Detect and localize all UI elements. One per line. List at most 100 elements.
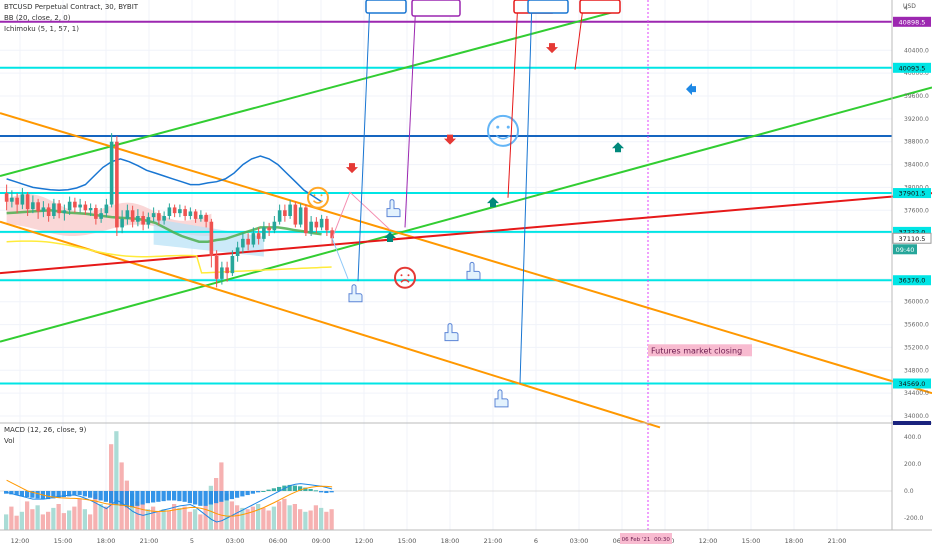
volume-bar (203, 505, 208, 530)
volume-bar (19, 511, 24, 530)
candle-body (15, 197, 19, 205)
macd-histogram-bar (261, 491, 266, 492)
macd-histogram-bar (271, 488, 276, 491)
legend-vol: Vol (4, 437, 15, 445)
volume-bar (250, 506, 255, 530)
candle-body (62, 210, 67, 214)
candle-body (25, 194, 30, 210)
volume-bar (56, 504, 61, 530)
price-label-bg (893, 188, 931, 199)
volume-bar (235, 505, 240, 530)
macd-histogram-bar (235, 491, 240, 498)
volume-bar (329, 509, 334, 530)
candle-body (256, 233, 261, 239)
candle-body (109, 141, 114, 205)
macd-histogram-bar (266, 489, 271, 491)
macd-histogram-bar (214, 491, 219, 504)
macd-histogram-bar (298, 486, 303, 491)
pointing-hand-icon (444, 323, 459, 342)
macd-histogram-bar (319, 491, 324, 493)
volume-bar (130, 493, 135, 530)
time-marker-label: 06 Feb '21 (622, 537, 651, 543)
callout-pointer (519, 0, 533, 384)
macd-histogram-bar (135, 491, 140, 506)
volume-bar (172, 504, 177, 530)
x-tick-label: 5 (190, 537, 194, 545)
macd-histogram-bar (250, 491, 255, 494)
trend-line (0, 192, 932, 275)
price-label-bg (893, 275, 931, 286)
macd-histogram-bar (151, 491, 156, 503)
candle-body (99, 213, 103, 219)
volume-bar (145, 509, 150, 530)
x-tick-label: 15:00 (54, 537, 73, 545)
macd-histogram-bar (25, 491, 30, 498)
price-label-bg (893, 378, 931, 389)
candle-body (141, 216, 145, 225)
y-tick-label: 40400.0 (904, 47, 929, 54)
macd-histogram-bar (98, 491, 103, 501)
volume-bar (151, 506, 156, 530)
volume-bar (166, 510, 171, 530)
candle-body (199, 214, 203, 219)
signal-line (6, 479, 333, 517)
callout-box (365, 0, 407, 14)
y-tick-label: 37600.0 (904, 207, 929, 214)
macd-histogram-bar (77, 491, 82, 496)
y-tick-label: 38000.0 (904, 184, 929, 191)
sell-arrow-icon (444, 134, 456, 145)
volume-bar (140, 504, 145, 530)
volume-bar (103, 506, 108, 530)
volume-bar (82, 509, 87, 530)
volume-bar (261, 507, 266, 530)
y-tick-label: 34400.0 (904, 390, 929, 397)
x-tick-label: 12:00 (699, 537, 718, 545)
time-marker-bg (652, 533, 672, 544)
callout-label: 40106.5 (582, 0, 619, 2)
macd-histogram-bar (193, 491, 198, 505)
price-label-bg (893, 226, 931, 237)
candle-body (193, 211, 198, 219)
candle-body (125, 210, 130, 219)
y-tick-label: 39200.0 (904, 116, 929, 123)
macd-histogram-bar (93, 491, 98, 500)
macd-histogram-bar (287, 484, 292, 491)
x-tick-label: 12:00 (355, 537, 374, 545)
macd-histogram-bar (9, 491, 14, 495)
candle-body (104, 204, 109, 214)
candle-body (314, 221, 319, 228)
price-label: 37222.0 (899, 228, 926, 236)
callout-label: 34594.0 (530, 0, 567, 2)
macd-histogram-bar (256, 491, 261, 493)
y-tick-label: 400.0 (904, 434, 921, 441)
macd-histogram-bar (198, 491, 203, 506)
candle-body (235, 247, 240, 256)
volume-bar (88, 514, 93, 530)
volume-bar (98, 504, 103, 530)
macd-histogram-bar (145, 491, 150, 504)
volume-bar (271, 506, 276, 530)
candle-body (178, 209, 182, 214)
happy-face-icon (487, 114, 519, 147)
x-tick-label: 18:00 (441, 537, 460, 545)
macd-histogram-bar (329, 491, 334, 493)
macd-line (6, 483, 333, 523)
candle-body (83, 204, 88, 211)
macd-histogram-bar (56, 491, 61, 498)
macd-pane (0, 431, 892, 530)
pointing-hand-icon (494, 389, 509, 408)
x-tick-label: 15:00 (742, 537, 761, 545)
candle-body (120, 218, 124, 228)
y-tick-label: 34000.0 (904, 413, 929, 420)
callout-box (527, 0, 569, 14)
volume-bar (292, 504, 297, 530)
candle-body (130, 210, 135, 222)
volume-bar (308, 510, 313, 530)
macd-histogram-bar (51, 491, 56, 499)
projection-path (331, 238, 349, 280)
y-tick-label: 0.0 (904, 488, 914, 495)
